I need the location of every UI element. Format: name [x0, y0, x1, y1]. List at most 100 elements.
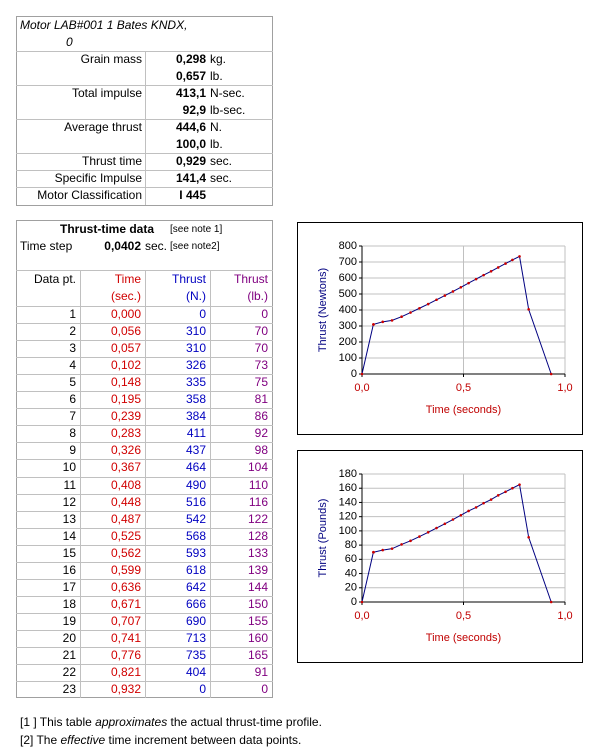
cell: 0: [199, 682, 206, 697]
x-axis-label: Time (seconds): [426, 404, 501, 416]
point: [459, 285, 463, 289]
row-line: [16, 187, 273, 188]
point: [496, 266, 500, 269]
point: [489, 269, 493, 273]
cell: 0,367: [110, 460, 141, 475]
point: [511, 258, 514, 262]
point: [451, 290, 455, 293]
cell: 23: [62, 682, 76, 697]
cell: 0,487: [110, 511, 141, 526]
cell: 128: [247, 528, 268, 543]
cell: 310: [185, 341, 206, 356]
point: [504, 490, 507, 494]
x-axis-label: Time (seconds): [426, 632, 501, 644]
y-tick-label: 40: [345, 567, 357, 579]
cell: 22: [62, 665, 76, 680]
row-line: [16, 476, 273, 478]
point: [459, 513, 463, 517]
point: [381, 320, 385, 324]
point: [390, 319, 394, 322]
time-step-value: 0,0402: [104, 239, 141, 253]
cell: 0,408: [110, 477, 141, 492]
y-tick-label: 100: [339, 525, 357, 537]
x-tick-label: 1,0: [557, 382, 572, 394]
cell: 10: [62, 460, 76, 475]
row-line: [16, 612, 273, 614]
col-line: [145, 270, 146, 698]
cell: 116: [248, 494, 268, 509]
cell: 21: [62, 648, 76, 662]
y-tick-label: 120: [339, 511, 357, 523]
column-header: Thrust: [233, 272, 268, 286]
row-line: [16, 629, 273, 631]
point: [549, 600, 553, 604]
cell: 490: [185, 477, 206, 492]
cell: 593: [185, 545, 206, 560]
cell: 326: [185, 358, 206, 373]
table-note: [see note 1]: [170, 224, 223, 235]
y-tick-label: 100: [339, 352, 357, 364]
cell: 335: [185, 375, 206, 390]
point: [435, 298, 438, 302]
row-line: [16, 408, 273, 410]
property-unit: lb-sec.: [210, 103, 246, 117]
cell: 0,326: [110, 443, 141, 458]
cell: 0: [261, 307, 268, 321]
cell: 464: [185, 460, 206, 475]
cell: 73: [254, 358, 268, 373]
y-tick-label: 20: [345, 582, 357, 594]
cell: 0,741: [110, 630, 141, 645]
x-tick-label: 0,5: [456, 610, 471, 622]
point: [467, 281, 470, 285]
y-tick-label: 800: [339, 240, 357, 252]
property-label: Average thrust: [64, 120, 142, 134]
cell: 568: [185, 528, 206, 543]
cell: 70: [254, 341, 268, 356]
point: [496, 494, 500, 497]
cell: 92: [254, 426, 268, 441]
x-tick-label: 1,0: [557, 610, 572, 622]
point: [360, 372, 364, 376]
cell: 0,056: [110, 324, 141, 339]
y-tick-label: 500: [339, 288, 357, 300]
cell: 3: [69, 341, 76, 356]
column-header: Time: [114, 272, 141, 286]
point: [372, 323, 375, 326]
row-line: [16, 153, 273, 154]
cell: 384: [185, 409, 206, 424]
property-value: 413,1: [175, 86, 206, 100]
cell: 20: [62, 630, 76, 645]
cell: 4: [69, 358, 76, 373]
cell: 358: [185, 392, 206, 407]
column-header: (sec.): [111, 289, 141, 303]
row-line: [16, 119, 273, 120]
cell: 0,448: [110, 494, 141, 509]
motor-title: Motor LAB#001 1 Bates KNDX,: [20, 18, 188, 32]
point: [360, 600, 364, 604]
cell: 86: [254, 409, 268, 424]
property-value: 92,9: [182, 103, 206, 117]
point: [504, 262, 507, 265]
point: [482, 273, 485, 277]
cell: 14: [62, 528, 76, 543]
point: [527, 535, 530, 539]
point: [474, 506, 478, 509]
point: [527, 308, 530, 311]
row-line: [16, 493, 273, 495]
cell: 139: [247, 562, 268, 577]
row-line: [16, 374, 273, 376]
note: [1 ] This table approximates the actual …: [20, 714, 322, 731]
cell: 404: [185, 665, 206, 680]
y-tick-label: 0: [351, 596, 357, 608]
cell: 13: [62, 511, 76, 526]
col-line: [210, 270, 211, 698]
point: [409, 539, 412, 543]
point: [390, 547, 394, 550]
y-tick-label: 140: [339, 496, 357, 508]
point: [409, 311, 412, 314]
property-label: Motor Classification: [37, 188, 142, 202]
thrust-table: [16, 220, 273, 698]
cell: 0,525: [110, 528, 141, 543]
property-unit: lb.: [210, 69, 223, 83]
